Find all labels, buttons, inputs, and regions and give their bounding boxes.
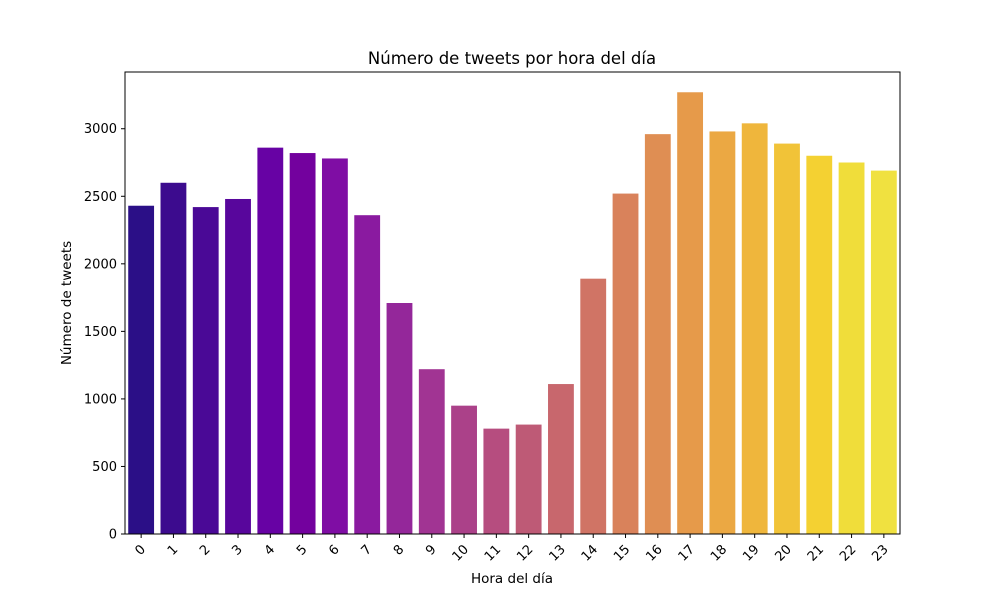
bar-hour-0 [128,205,155,534]
bar-hour-14 [580,278,607,534]
chart-title: Número de tweets por hora del día [368,49,656,68]
y-tick-label: 1500 [84,325,117,340]
x-tick-label: 1 [165,542,181,558]
x-tick-label: 15 [611,542,633,564]
x-tick-label: 14 [579,542,601,564]
x-tick-label: 4 [262,542,278,558]
y-axis: 0 500 1000 1500 2000 2500 3000 [84,122,125,543]
bar-hour-18 [709,131,736,534]
bar-hour-17 [677,92,704,535]
x-tick-label: 5 [294,542,310,558]
x-tick-label: 7 [359,542,375,558]
bar-hour-16 [644,134,671,534]
x-axis: 0 1 2 3 4 5 6 7 8 9 10 11 12 13 14 15 16 17 18 19 20 21 22 23 [133,534,892,565]
bar-hour-1 [160,182,187,535]
bar-hour-11 [483,428,510,534]
x-tick-label: 3 [229,542,245,558]
x-tick-label: 18 [708,542,730,564]
y-tick-label: 500 [92,460,117,475]
x-tick-label: 11 [482,542,504,564]
y-tick-label: 2000 [84,257,117,272]
bar-hour-20 [774,143,800,534]
x-tick-label: 9 [423,542,439,558]
bar-hour-4 [257,147,284,535]
x-tick-label: 20 [773,542,795,564]
bar-hour-15 [612,193,639,534]
bar-hour-21 [806,155,833,534]
bar-hour-6 [321,158,348,534]
bar-hour-10 [451,405,477,534]
bar-hour-22 [838,162,865,534]
x-tick-label: 0 [133,542,149,558]
x-tick-label: 16 [643,542,665,564]
bar-hour-9 [418,369,445,534]
bars-group [128,92,897,535]
bar-hour-5 [289,153,316,535]
x-tick-label: 22 [837,542,859,564]
plot-frame [124,71,901,535]
bar-hour-8 [386,303,413,534]
x-axis-title: Hora del día [471,571,553,587]
bar-hour-2 [192,207,219,535]
bar-hour-13 [548,384,574,534]
x-tick-label: 2 [197,542,213,558]
x-tick-label: 21 [805,542,827,564]
x-tick-label: 19 [740,542,762,564]
x-tick-label: 17 [676,542,698,564]
x-tick-label: 8 [391,542,407,558]
bar-hour-12 [515,424,542,534]
x-tick-label: 23 [869,542,891,564]
bar-hour-19 [741,123,768,534]
bar-hour-7 [354,215,381,534]
x-tick-label: 13 [546,542,568,564]
y-tick-label: 3000 [84,122,117,137]
y-tick-label: 2500 [84,190,117,205]
x-tick-label: 10 [450,542,472,564]
x-tick-label: 12 [514,542,536,564]
y-axis-title: Número de tweets [59,241,75,365]
y-tick-label: 1000 [84,392,117,407]
bar-hour-3 [225,198,251,534]
bar-hour-23 [870,170,897,535]
y-tick-label: 0 [109,528,117,543]
x-tick-label: 6 [326,542,342,558]
